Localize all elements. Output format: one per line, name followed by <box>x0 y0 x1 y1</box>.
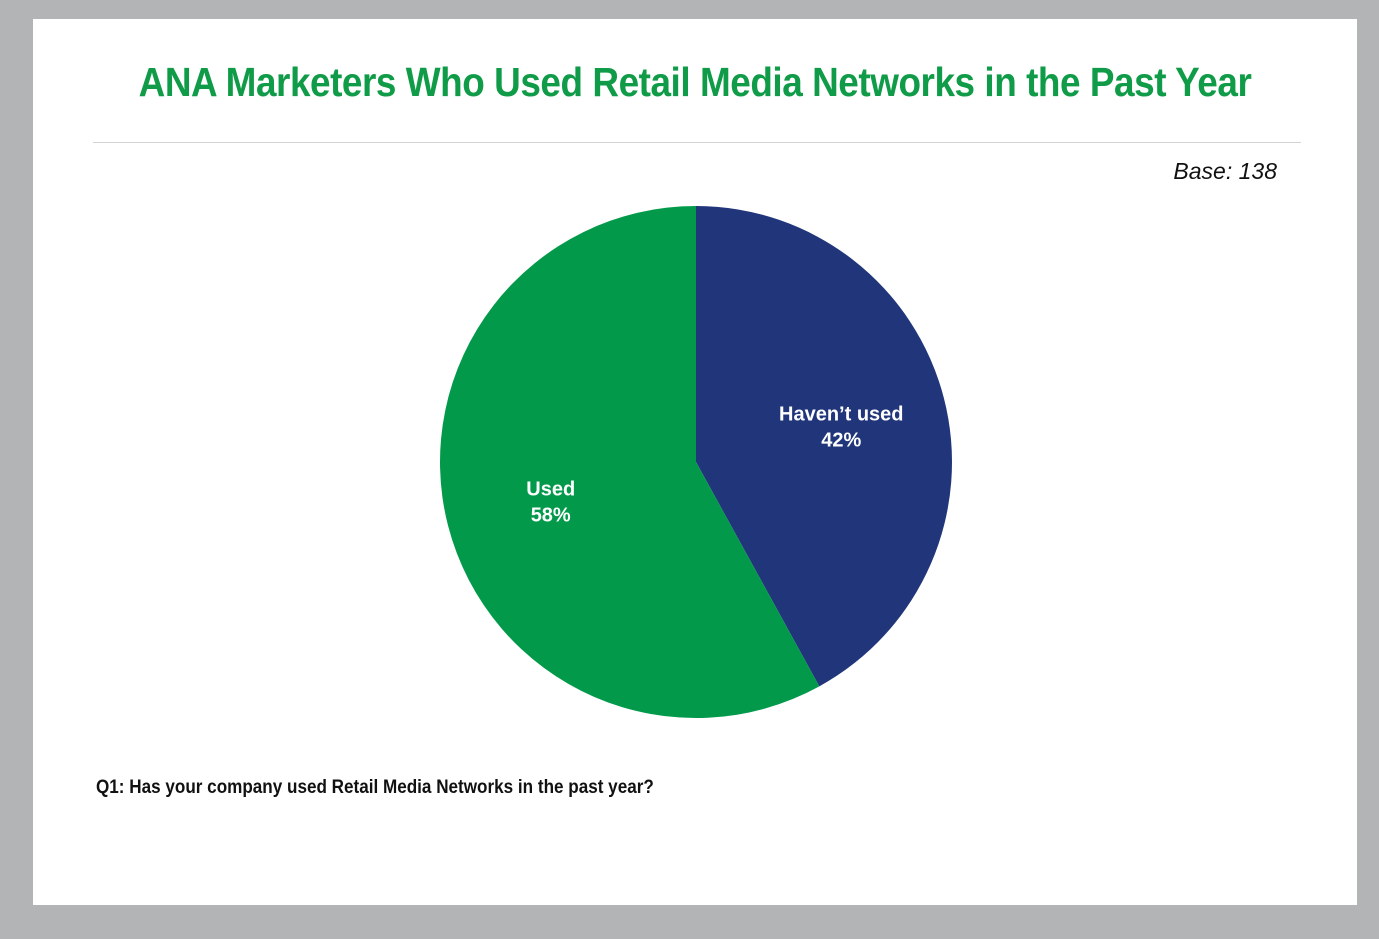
survey-question: Q1: Has your company used Retail Media N… <box>96 777 654 798</box>
base-note: Base: 138 <box>1173 158 1277 184</box>
chart-title: ANA Marketers Who Used Retail Media Netw… <box>138 59 1252 105</box>
pie-labels: Haven’t used 42% Used 58% <box>526 404 903 527</box>
slice-value-haven-t-used: 42% <box>821 430 861 452</box>
pie-chart: Haven’t used 42% Used 58% <box>439 206 952 718</box>
title-divider <box>93 142 1301 143</box>
pie-slice-used <box>439 206 820 718</box>
pie-slice-haven-t-used <box>696 206 952 687</box>
pie-slices <box>439 206 952 718</box>
slide: ANA Marketers Who Used Retail Media Netw… <box>33 19 1357 905</box>
slice-label-haven-t-used: Haven’t used <box>779 404 903 426</box>
slice-value-used: 58% <box>531 504 571 526</box>
slice-label-used: Used <box>526 478 575 500</box>
